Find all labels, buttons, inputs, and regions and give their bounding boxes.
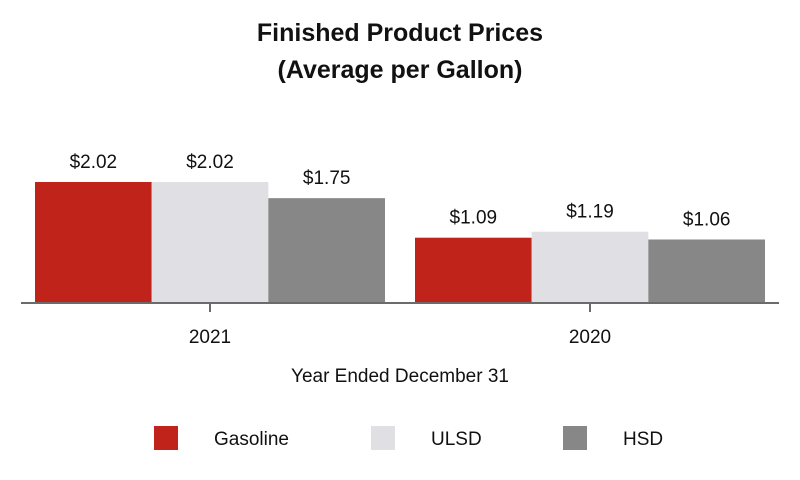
bar-hsd-2021	[268, 198, 386, 303]
data-label-ulsd-2020: $1.19	[566, 202, 614, 223]
legend-label-ulsd: ULSD	[431, 429, 482, 450]
x-tick-label-2020: 2020	[569, 327, 611, 348]
data-label-gasoline-2020: $1.09	[450, 208, 498, 229]
legend-label-hsd: HSD	[623, 429, 663, 450]
legend-swatch-gasoline	[154, 426, 178, 450]
bar-ulsd-2020	[531, 231, 649, 303]
data-label-hsd-2020: $1.06	[683, 210, 731, 231]
bar-gasoline-2021	[35, 182, 152, 303]
data-label-hsd-2021: $1.75	[303, 168, 351, 189]
chart-subtitle: (Average per Gallon)	[278, 56, 523, 84]
x-tick-label-2021: 2021	[189, 327, 231, 348]
bars-group: $2.02 $2.02 $1.75 $1.09 $1.19 $1.06	[35, 152, 766, 303]
legend-label-gasoline: Gasoline	[214, 429, 289, 450]
legend-swatch-hsd	[563, 426, 587, 450]
legend: Gasoline ULSD HSD	[154, 426, 663, 450]
data-label-ulsd-2021: $2.02	[186, 152, 234, 173]
legend-swatch-ulsd	[371, 426, 395, 450]
bar-ulsd-2021	[151, 182, 269, 303]
bar-gasoline-2020	[415, 237, 532, 303]
x-axis-title: Year Ended December 31	[291, 366, 509, 387]
data-label-gasoline-2021: $2.02	[70, 152, 118, 173]
chart-title: Finished Product Prices	[257, 19, 543, 47]
x-ticks-group: 2021 2020	[189, 303, 611, 348]
bar-hsd-2020	[648, 239, 766, 303]
